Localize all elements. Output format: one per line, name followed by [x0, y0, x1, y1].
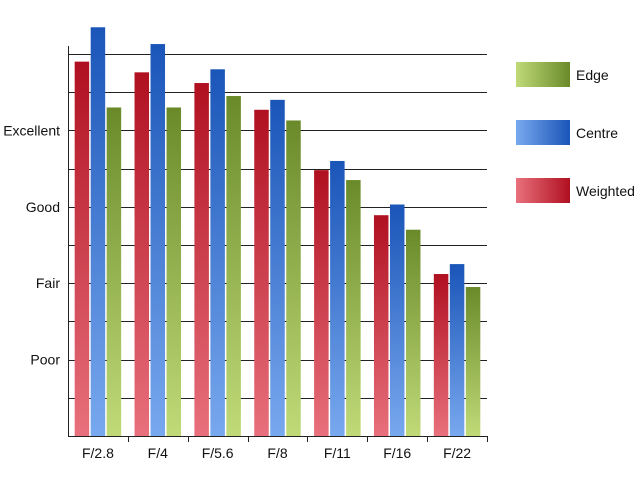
legend-label-edge: Edge	[576, 67, 609, 83]
legend-swatch-edge	[516, 62, 570, 87]
bar-centre-f-4	[150, 44, 166, 437]
bar-weighted-f-4	[134, 72, 150, 436]
bar-centre-f-22	[449, 264, 465, 436]
x-tick-label-f-16: F/16	[383, 445, 411, 461]
x-tick-label-f-4: F/4	[148, 445, 168, 461]
legend-swatch-weighted	[516, 178, 570, 203]
x-tick-label-f-22: F/22	[443, 445, 471, 461]
bar-weighted-f-16	[373, 215, 389, 436]
bar-edge-f-22	[465, 287, 481, 436]
bar-edge-f-5-6	[226, 96, 241, 437]
legend: Edge Centre Weighted	[516, 62, 635, 203]
x-tick-labels: F/2.8 F/4 F/5.6 F/8 F/11 F/16 F/22	[82, 445, 471, 461]
y-tick-labels: Poor Fair Good Excellent	[3, 122, 60, 367]
y-tick-label-good: Good	[26, 199, 60, 215]
bar-weighted-f-22	[433, 274, 449, 436]
x-tick-label-f-11: F/11	[324, 445, 351, 461]
bars	[74, 27, 481, 437]
legend-label-centre: Centre	[576, 125, 618, 141]
x-tick-label-f-8: F/8	[267, 445, 287, 461]
bar-weighted-f-5-6	[194, 83, 209, 437]
x-tick-label-f-2-8: F/2.8	[82, 445, 114, 461]
bar-weighted-f-11	[314, 170, 329, 437]
y-tick-label-excellent: Excellent	[3, 122, 60, 138]
legend-swatch-centre	[516, 120, 570, 145]
bar-centre-f-2-8	[90, 27, 106, 436]
y-tick-label-poor: Poor	[30, 352, 60, 368]
x-tick-label-f-5-6: F/5.6	[202, 445, 234, 461]
y-tick-label-fair: Fair	[36, 275, 60, 291]
legend-label-weighted: Weighted	[576, 183, 635, 199]
bar-edge-f-16	[405, 229, 421, 436]
bar-weighted-f-2-8	[74, 61, 90, 436]
bar-centre-f-11	[330, 160, 345, 436]
axes	[68, 46, 488, 442]
bar-centre-f-16	[389, 204, 405, 436]
bar-edge-f-2-8	[106, 107, 122, 436]
bar-centre-f-5-6	[210, 69, 225, 436]
bar-edge-f-4	[166, 107, 182, 436]
bar-edge-f-8	[286, 120, 301, 436]
bar-edge-f-11	[346, 180, 361, 436]
bar-weighted-f-8	[254, 109, 269, 436]
bar-centre-f-8	[270, 99, 285, 436]
